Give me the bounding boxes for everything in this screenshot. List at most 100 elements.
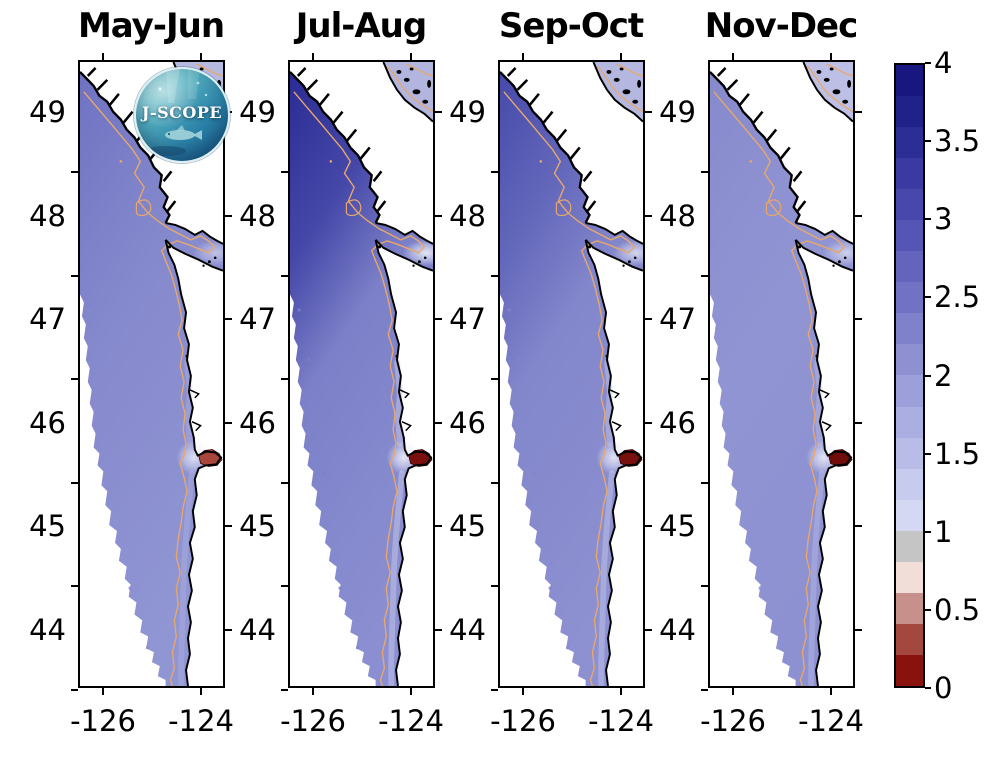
colorbar-tick-label: 2 <box>934 358 953 393</box>
lat-tick-left <box>491 481 498 484</box>
lat-tick-label: 48 <box>659 198 696 233</box>
lat-tick-left <box>701 689 708 691</box>
lon-tick-top <box>830 53 832 60</box>
colorbar-segment <box>896 530 923 562</box>
colorbar-segment <box>896 251 923 283</box>
lat-tick-right <box>435 421 442 424</box>
coastal-bays <box>819 389 832 432</box>
lat-tick-right <box>855 111 862 113</box>
colorbar-segment <box>896 561 923 593</box>
georgia-coastline <box>592 62 643 123</box>
lon-tick-label: -124 <box>588 704 654 738</box>
lat-tick-label: 48 <box>29 198 66 233</box>
lon-tick-bottom <box>522 688 524 695</box>
colorbar-segment <box>896 313 923 345</box>
outer-coastline <box>794 239 853 686</box>
lat-tick-left <box>491 585 498 588</box>
colorbar-tick <box>925 530 931 533</box>
panel-title-nov-dec: Nov-Dec <box>704 6 859 46</box>
ocean-domain <box>500 71 643 686</box>
lat-tick-left <box>71 274 78 277</box>
lat-tick-right <box>855 629 862 631</box>
strait-north-shore <box>585 221 643 245</box>
lon-tick-bottom <box>200 688 202 695</box>
colorbar-segment <box>896 437 923 469</box>
lon-tick-top <box>620 53 622 60</box>
colorbar-segment <box>896 96 923 128</box>
strait-south-shore <box>374 239 433 272</box>
lon-tick-bottom <box>102 688 104 695</box>
colorbar-tick-label: 0.5 <box>934 592 981 627</box>
lat-tick-left <box>281 171 288 173</box>
lat-tick-left <box>491 689 498 691</box>
lon-tick-top <box>200 53 202 60</box>
lat-tick-left <box>71 585 78 588</box>
colorbar-tick <box>925 296 931 299</box>
lon-tick-label: -126 <box>490 704 556 738</box>
lat-tick-right <box>645 525 652 528</box>
lon-tick-bottom <box>312 688 314 695</box>
nearshore-light-strip <box>598 359 615 686</box>
logo-text: J-SCOPE <box>141 103 223 122</box>
coastal-bays <box>609 389 622 432</box>
colorbar-segment <box>896 220 923 252</box>
lat-tick-label: 49 <box>239 95 276 129</box>
lat-tick-left <box>71 689 78 691</box>
georgia-coastline <box>382 62 433 123</box>
lat-tick-left <box>71 481 78 484</box>
colorbar-tick <box>925 140 931 143</box>
lat-tick-right <box>225 214 232 217</box>
lat-tick-label: 45 <box>449 509 486 544</box>
lon-tick-top <box>410 53 412 60</box>
lat-tick-left <box>71 378 78 381</box>
lat-tick-label: 46 <box>659 405 696 440</box>
lat-tick-label: 46 <box>29 405 66 440</box>
colorbar-tick-label: 4 <box>934 46 953 80</box>
lat-tick-label: 47 <box>449 302 486 337</box>
outer-coastline <box>164 239 223 686</box>
lat-tick-left <box>701 274 708 277</box>
lat-tick-left <box>281 585 288 588</box>
lat-tick-right <box>435 525 442 528</box>
lat-tick-label: 48 <box>449 198 486 233</box>
colorbar-tick-label: 3 <box>934 202 953 237</box>
colorbar-segment <box>896 406 923 438</box>
vancouver-island-coastline <box>80 71 171 224</box>
colorbar-tick <box>925 218 931 221</box>
lon-tick-label: -124 <box>798 704 864 738</box>
colorbar-segment <box>896 654 923 686</box>
colorbar-segment <box>896 375 923 407</box>
lat-tick-right <box>435 214 442 217</box>
vancouver-island-coastline <box>290 71 381 224</box>
lon-tick-label: -124 <box>378 704 444 738</box>
colorbar-segment <box>896 623 923 655</box>
lat-tick-label: 44 <box>29 613 66 647</box>
nearshore-light-strip <box>808 359 825 686</box>
lat-tick-right <box>645 214 652 217</box>
panel-title-may-jun: May-Jun <box>77 6 225 46</box>
fish-icon <box>165 125 202 140</box>
georgia-coastline <box>802 62 853 123</box>
panel-title-sep-oct: Sep-Oct <box>498 6 644 46</box>
lat-tick-label: 46 <box>449 405 486 440</box>
lat-tick-left <box>701 378 708 381</box>
lat-tick-left <box>701 585 708 588</box>
strait-south-shore <box>794 239 853 272</box>
lat-tick-left <box>491 171 498 173</box>
lat-tick-label: 45 <box>659 509 696 544</box>
coastal-map <box>710 62 853 686</box>
lat-tick-right <box>645 111 652 113</box>
colorbar-segment <box>896 282 923 314</box>
lat-tick-left <box>281 481 288 484</box>
colorbar-segment <box>896 65 923 97</box>
nearshore-light-strip <box>178 359 195 686</box>
shelf-contour-line <box>713 91 846 686</box>
lat-tick-right <box>225 525 232 528</box>
colorbar-segment <box>896 499 923 531</box>
lat-tick-left <box>281 274 288 277</box>
lat-tick-label: 44 <box>659 613 696 647</box>
strait-north-shore <box>165 221 223 245</box>
coastal-map <box>500 62 643 686</box>
lon-tick-label: -124 <box>168 704 234 738</box>
lat-tick-label: 47 <box>659 302 696 337</box>
